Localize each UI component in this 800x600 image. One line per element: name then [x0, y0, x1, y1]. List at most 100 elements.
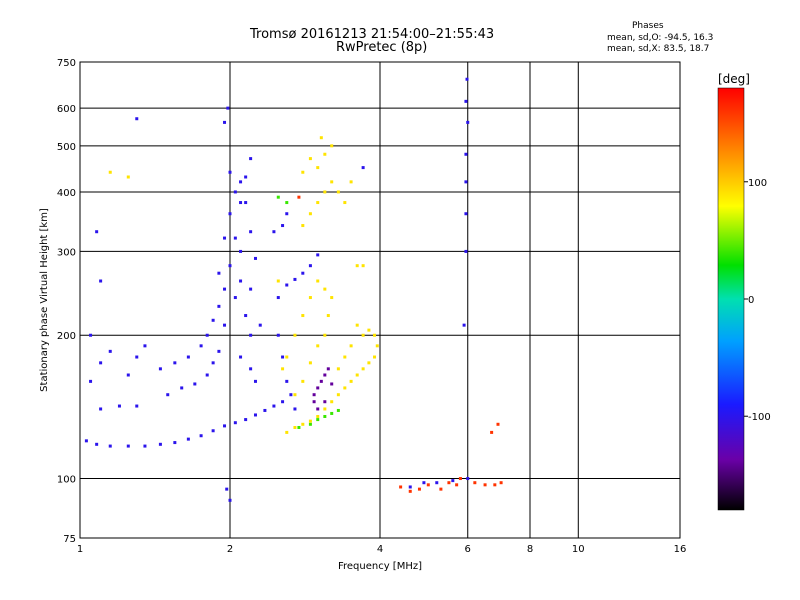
- data-point: [316, 414, 320, 418]
- data-point: [464, 249, 468, 253]
- data-point: [205, 373, 209, 377]
- data-point: [99, 361, 103, 365]
- data-point: [464, 99, 468, 103]
- data-point: [308, 212, 312, 216]
- data-point: [323, 373, 327, 377]
- colorbar-tick-label: 0: [748, 295, 754, 306]
- data-point: [355, 264, 359, 268]
- data-point: [239, 355, 243, 359]
- data-point: [349, 379, 353, 383]
- y-tick-label: 500: [57, 142, 76, 153]
- data-point: [285, 283, 289, 287]
- data-point: [312, 400, 316, 404]
- data-point: [211, 429, 215, 433]
- data-point: [95, 442, 99, 446]
- data-point: [233, 296, 237, 300]
- x-tick-label: 4: [377, 544, 383, 555]
- data-point: [316, 166, 320, 170]
- data-point: [336, 190, 340, 194]
- data-point: [336, 393, 340, 397]
- data-point: [330, 144, 334, 148]
- data-point: [483, 483, 487, 487]
- data-point: [226, 106, 230, 110]
- data-point: [228, 498, 232, 502]
- data-point: [349, 344, 353, 348]
- y-tick-label: 400: [57, 188, 76, 199]
- data-point: [316, 344, 320, 348]
- data-point: [158, 442, 162, 446]
- y-tick-label: 100: [57, 475, 76, 486]
- data-point: [326, 367, 330, 371]
- data-point: [408, 489, 412, 493]
- data-point: [458, 477, 462, 481]
- data-point: [323, 152, 327, 156]
- data-point: [99, 279, 103, 283]
- data-point: [276, 279, 280, 283]
- data-point: [173, 361, 177, 365]
- x-tick-label: 1: [77, 544, 83, 555]
- axis-ticks: 1 2 4 6 8 10 16 75 100 200 300 400 500 600 750: [57, 58, 686, 555]
- data-point: [336, 408, 340, 412]
- data-point: [349, 180, 353, 184]
- data-point: [281, 224, 285, 228]
- data-point: [417, 487, 421, 491]
- data-point: [249, 333, 253, 337]
- data-point: [126, 175, 130, 179]
- data-point: [95, 230, 99, 234]
- data-point: [244, 418, 248, 422]
- data-point: [301, 170, 305, 174]
- data-point: [464, 152, 468, 156]
- data-point: [108, 349, 112, 353]
- data-point: [316, 201, 320, 205]
- data-point: [239, 249, 243, 253]
- data-point: [186, 437, 190, 441]
- colorbar: [717, 87, 745, 511]
- data-point: [373, 333, 377, 337]
- data-point: [126, 444, 130, 448]
- colorbar-tick-label: -100: [748, 412, 771, 423]
- data-point: [293, 277, 297, 281]
- data-point: [223, 287, 227, 291]
- data-point: [199, 434, 203, 438]
- data-point: [316, 253, 320, 257]
- data-point: [289, 393, 293, 397]
- data-point: [281, 355, 285, 359]
- data-point: [281, 400, 285, 404]
- data-point: [253, 413, 257, 417]
- data-point: [249, 157, 253, 161]
- data-point: [135, 117, 139, 121]
- data-point: [263, 408, 267, 412]
- data-point: [249, 230, 253, 234]
- data-point: [285, 430, 289, 434]
- data-point: [180, 386, 184, 390]
- data-point: [276, 296, 280, 300]
- data-point: [186, 355, 190, 359]
- data-point: [301, 271, 305, 275]
- data-point: [435, 481, 439, 485]
- data-point: [361, 166, 365, 170]
- data-point: [343, 386, 347, 390]
- data-point: [323, 333, 327, 337]
- data-point: [143, 344, 147, 348]
- data-point: [319, 379, 323, 383]
- data-point: [99, 407, 103, 411]
- data-point: [336, 367, 340, 371]
- data-point: [367, 361, 371, 365]
- data-point: [326, 314, 330, 318]
- data-point: [466, 477, 470, 481]
- data-point: [426, 483, 430, 487]
- data-point: [330, 411, 334, 415]
- data-point: [108, 444, 112, 448]
- data-point: [473, 481, 477, 485]
- data-point: [244, 314, 248, 318]
- data-point: [330, 180, 334, 184]
- x-tick-label: 10: [572, 544, 585, 555]
- data-point: [297, 425, 301, 429]
- data-point: [319, 136, 323, 140]
- y-tick-label: 750: [57, 58, 76, 69]
- y-axis-label: Stationary phase Virtual Height [km]: [39, 208, 50, 392]
- data-point: [408, 485, 412, 489]
- data-point: [108, 170, 112, 174]
- data-points: [84, 77, 503, 502]
- data-point: [117, 404, 121, 408]
